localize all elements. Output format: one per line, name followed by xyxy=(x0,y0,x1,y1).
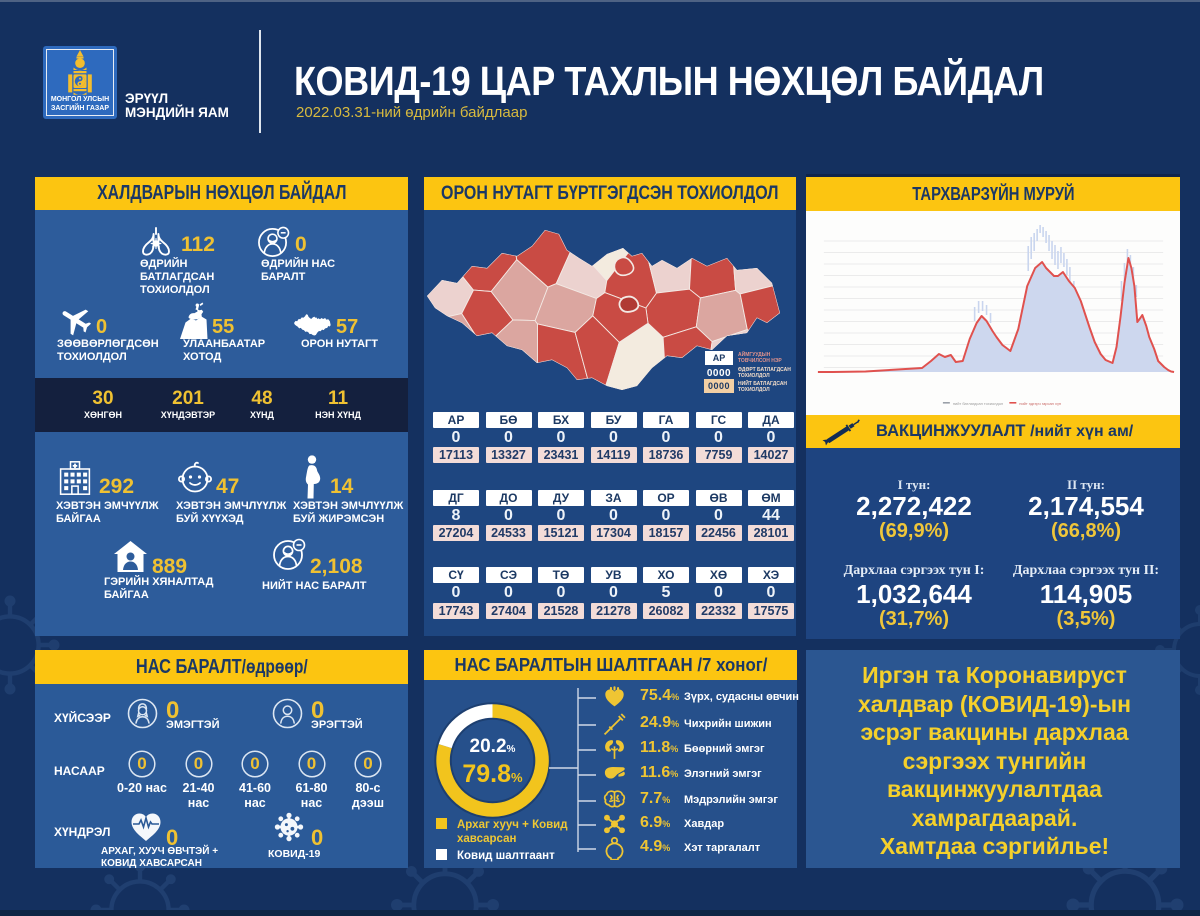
svg-text:нийт батлагдсан тохиолдол: нийт батлагдсан тохиолдол xyxy=(953,401,1004,406)
svg-text:нийт эдгэрч гарсан хүн: нийт эдгэрч гарсан хүн xyxy=(1019,401,1061,406)
